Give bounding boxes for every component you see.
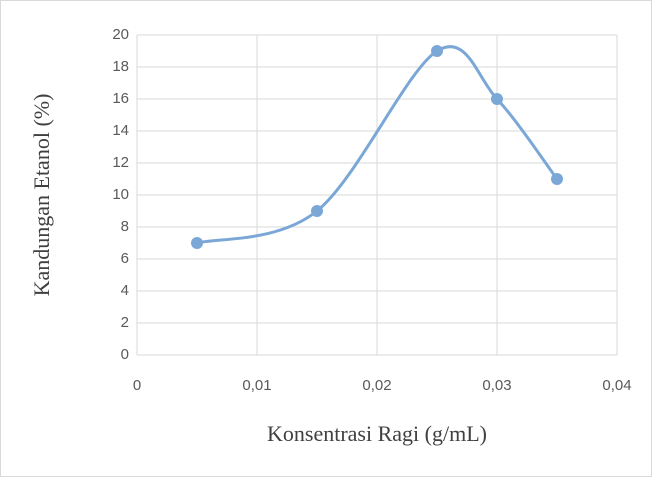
- y-axis-title: Kandungan Etanol (%): [29, 94, 54, 297]
- data-point: [551, 173, 563, 185]
- x-tick-label: 0,04: [602, 377, 631, 394]
- data-point: [311, 205, 323, 217]
- y-tick-label: 12: [112, 154, 129, 171]
- y-tick-label: 14: [112, 122, 129, 139]
- x-tick-label: 0,01: [242, 377, 271, 394]
- y-tick-label: 0: [121, 346, 129, 363]
- y-tick-label: 2: [121, 314, 129, 331]
- data-point: [191, 237, 203, 249]
- y-tick-label: 4: [121, 282, 129, 299]
- data-point: [491, 93, 503, 105]
- y-tick-label: 10: [112, 186, 129, 203]
- y-tick-label: 6: [121, 250, 129, 267]
- y-tick-label: 18: [112, 58, 129, 75]
- chart: Konsentrasi Ragi (g/mL) Kandungan Etanol…: [0, 0, 652, 477]
- chart-frame: [1, 1, 652, 477]
- data-point: [431, 45, 443, 57]
- x-tick-label: 0,03: [482, 377, 511, 394]
- y-tick-label: 16: [112, 90, 129, 107]
- x-tick-label: 0,02: [362, 377, 391, 394]
- y-tick-label: 8: [121, 218, 129, 235]
- x-tick-label: 0: [133, 377, 141, 394]
- x-axis-title: Konsentrasi Ragi (g/mL): [267, 421, 487, 446]
- y-tick-label: 20: [112, 26, 129, 43]
